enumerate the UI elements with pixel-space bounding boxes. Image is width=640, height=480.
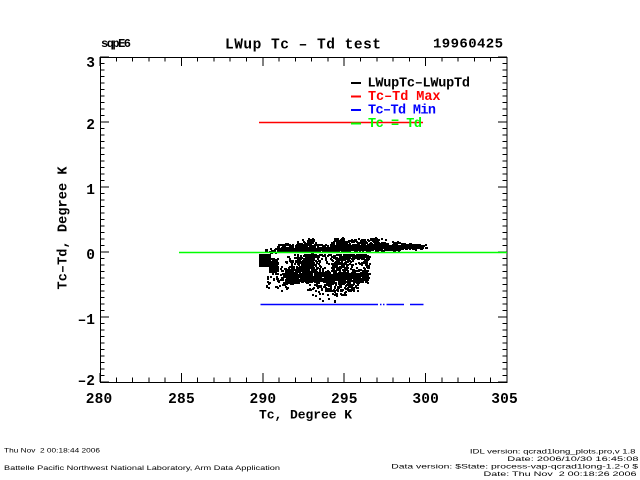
svg-text:1: 1	[86, 183, 95, 199]
svg-text:0: 0	[86, 248, 95, 264]
svg-text:Date: Thu Nov 2 00:18:26 2006: Date: Thu Nov 2 00:18:26 2006	[484, 470, 637, 478]
svg-text:Tc–Td Min: Tc–Td Min	[368, 104, 436, 119]
svg-text:19960425: 19960425	[433, 37, 503, 53]
svg-text:sqpE6: sqpE6	[101, 37, 131, 51]
svg-text:LWupTc–LWupTd: LWupTc–LWupTd	[368, 77, 471, 92]
svg-text:280: 280	[86, 392, 113, 408]
svg-text:Tc, Degree K: Tc, Degree K	[259, 408, 352, 423]
svg-text:Tc–Td, Degree K: Tc–Td, Degree K	[57, 166, 72, 290]
svg-text:2: 2	[86, 118, 95, 134]
svg-text:290: 290	[250, 392, 277, 408]
svg-text:IDL version: qcrad1long_plots.: IDL version: qcrad1long_plots.pro,v 1.8	[470, 447, 636, 455]
svg-text:LWup Tc – Td test: LWup Tc – Td test	[225, 38, 381, 54]
svg-text:–1: –1	[78, 313, 96, 329]
svg-text:Tc–Td Max: Tc–Td Max	[368, 90, 441, 105]
svg-text:–2: –2	[78, 374, 95, 390]
svg-text:285: 285	[168, 392, 195, 408]
svg-text:305: 305	[491, 392, 518, 408]
svg-text:295: 295	[331, 392, 358, 408]
svg-text:Date: 2006/10/30 16:45:08: Date: 2006/10/30 16:45:08	[507, 455, 638, 462]
svg-text:3: 3	[86, 56, 95, 72]
svg-text:Tc = Td: Tc = Td	[368, 117, 422, 132]
svg-text:Thu Nov 2 00:18:44 2006: Thu Nov 2 00:18:44 2006	[4, 446, 100, 454]
svg-text:Data version: $State: process-: Data version: $State: process-vap-qcrad1…	[391, 462, 638, 470]
svg-text:300: 300	[412, 392, 439, 408]
svg-text:Battelle Pacific Northwest Nat: Battelle Pacific Northwest National Labo…	[4, 464, 280, 472]
